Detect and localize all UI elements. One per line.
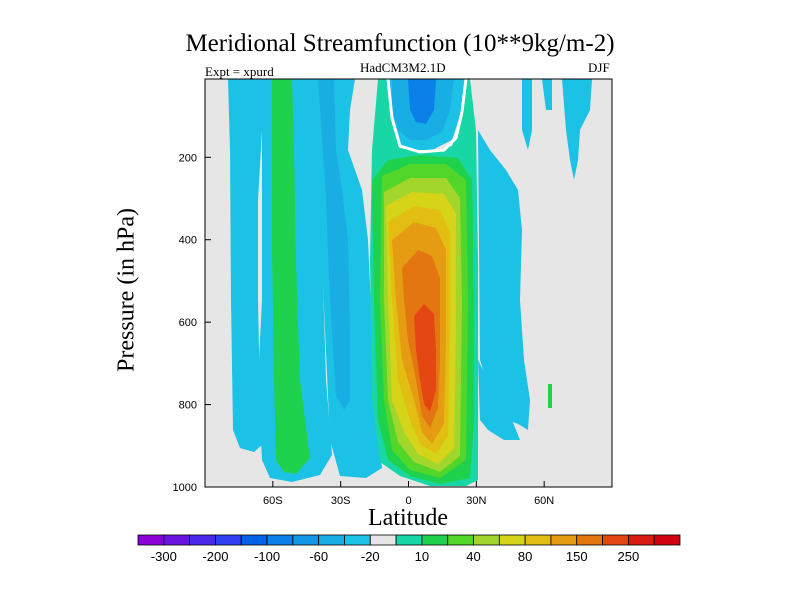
plot-area: 60S 30S 0 30N 60N 200 400 600 800 1000 (173, 78, 613, 507)
y-ticks: 200 400 600 800 1000 (173, 152, 211, 494)
colorbar-label-7: 80 (518, 549, 532, 564)
x-axis-label: Latitude (368, 505, 448, 531)
contour-nh-right-core (542, 79, 552, 110)
colorbar-label-1: -200 (202, 549, 228, 564)
colorbar-label-3: -60 (309, 549, 328, 564)
x-tick-label-4: 60N (534, 495, 554, 507)
colorbar-label-8: 150 (566, 549, 588, 564)
y-tick-label-3: 800 (179, 400, 197, 412)
colorbar-box-3 (215, 534, 242, 546)
experiment-label: Expt = xpurd (205, 64, 274, 79)
contour-upper-negative-core (408, 79, 436, 124)
colorbar-box-19 (627, 534, 655, 546)
colorbar-box-17 (576, 534, 603, 546)
colorbar-label-4: -20 (361, 549, 380, 564)
contour-sh-outer-band (228, 79, 262, 452)
colorbar-box-8 (344, 534, 371, 546)
colorbar-box-20 (653, 534, 681, 546)
contour-sh-inner-core (318, 79, 350, 410)
colorbar-box-18 (602, 534, 629, 546)
colorbar-box-5 (266, 534, 294, 546)
colorbar-box-0 (137, 534, 165, 546)
season-label: DJF (588, 60, 610, 75)
y-tick-label-1: 400 (179, 235, 197, 247)
colorbar-label-0: -300 (151, 549, 177, 564)
colorbar-label-6: 40 (466, 549, 480, 564)
x-tick-label-3: 30N (466, 495, 486, 507)
x-tick-label-1: 30S (331, 495, 351, 507)
colorbar-box-6 (292, 534, 320, 546)
colorbar-box-11 (421, 534, 449, 546)
colorbar-box-2 (189, 534, 216, 546)
contour-nh-upper-patches (522, 79, 532, 150)
contour-nh-negative-band (478, 130, 530, 430)
x-tick-label-2: 0 (405, 495, 411, 507)
y-tick-label-2: 600 (179, 317, 197, 329)
y-tick-label-0: 200 (179, 152, 197, 164)
contour-sh-band-40 (272, 79, 310, 474)
colorbar-label-9: 250 (618, 549, 640, 564)
contour-zero-line (386, 79, 468, 154)
colorbar-box-15 (524, 534, 552, 546)
x-tick-label-0: 60S (263, 495, 283, 507)
colorbar: -300 -200 -100 -60 -20 10 40 80 150 250 (137, 534, 681, 564)
chart-title: Meridional Streamfunction (10**9kg/m-2) (185, 30, 615, 57)
colorbar-box-14 (498, 534, 526, 546)
colorbar-box-7 (318, 534, 345, 546)
colorbar-box-4 (240, 534, 268, 546)
colorbar-label-2: -100 (254, 549, 280, 564)
contour-nh-negative-extension (478, 360, 520, 440)
y-tick-label-4: 1000 (173, 482, 197, 494)
contour-fills (228, 79, 592, 486)
colorbar-box-12 (447, 534, 474, 546)
colorbar-box-16 (550, 534, 578, 546)
contour-nh-right-band (562, 79, 592, 180)
colorbar-box-13 (473, 534, 500, 546)
colorbar-box-1 (163, 534, 191, 546)
contour-nh-small-cell (548, 384, 552, 408)
model-label: HadCM3M2.1D (360, 60, 446, 75)
colorbar-box-10 (395, 534, 423, 546)
colorbar-box-9 (369, 534, 397, 546)
colorbar-label-5: 10 (415, 549, 429, 564)
x-ticks: 60S 30S 0 30N 60N (263, 481, 554, 507)
contour-positive-250 (414, 304, 436, 412)
